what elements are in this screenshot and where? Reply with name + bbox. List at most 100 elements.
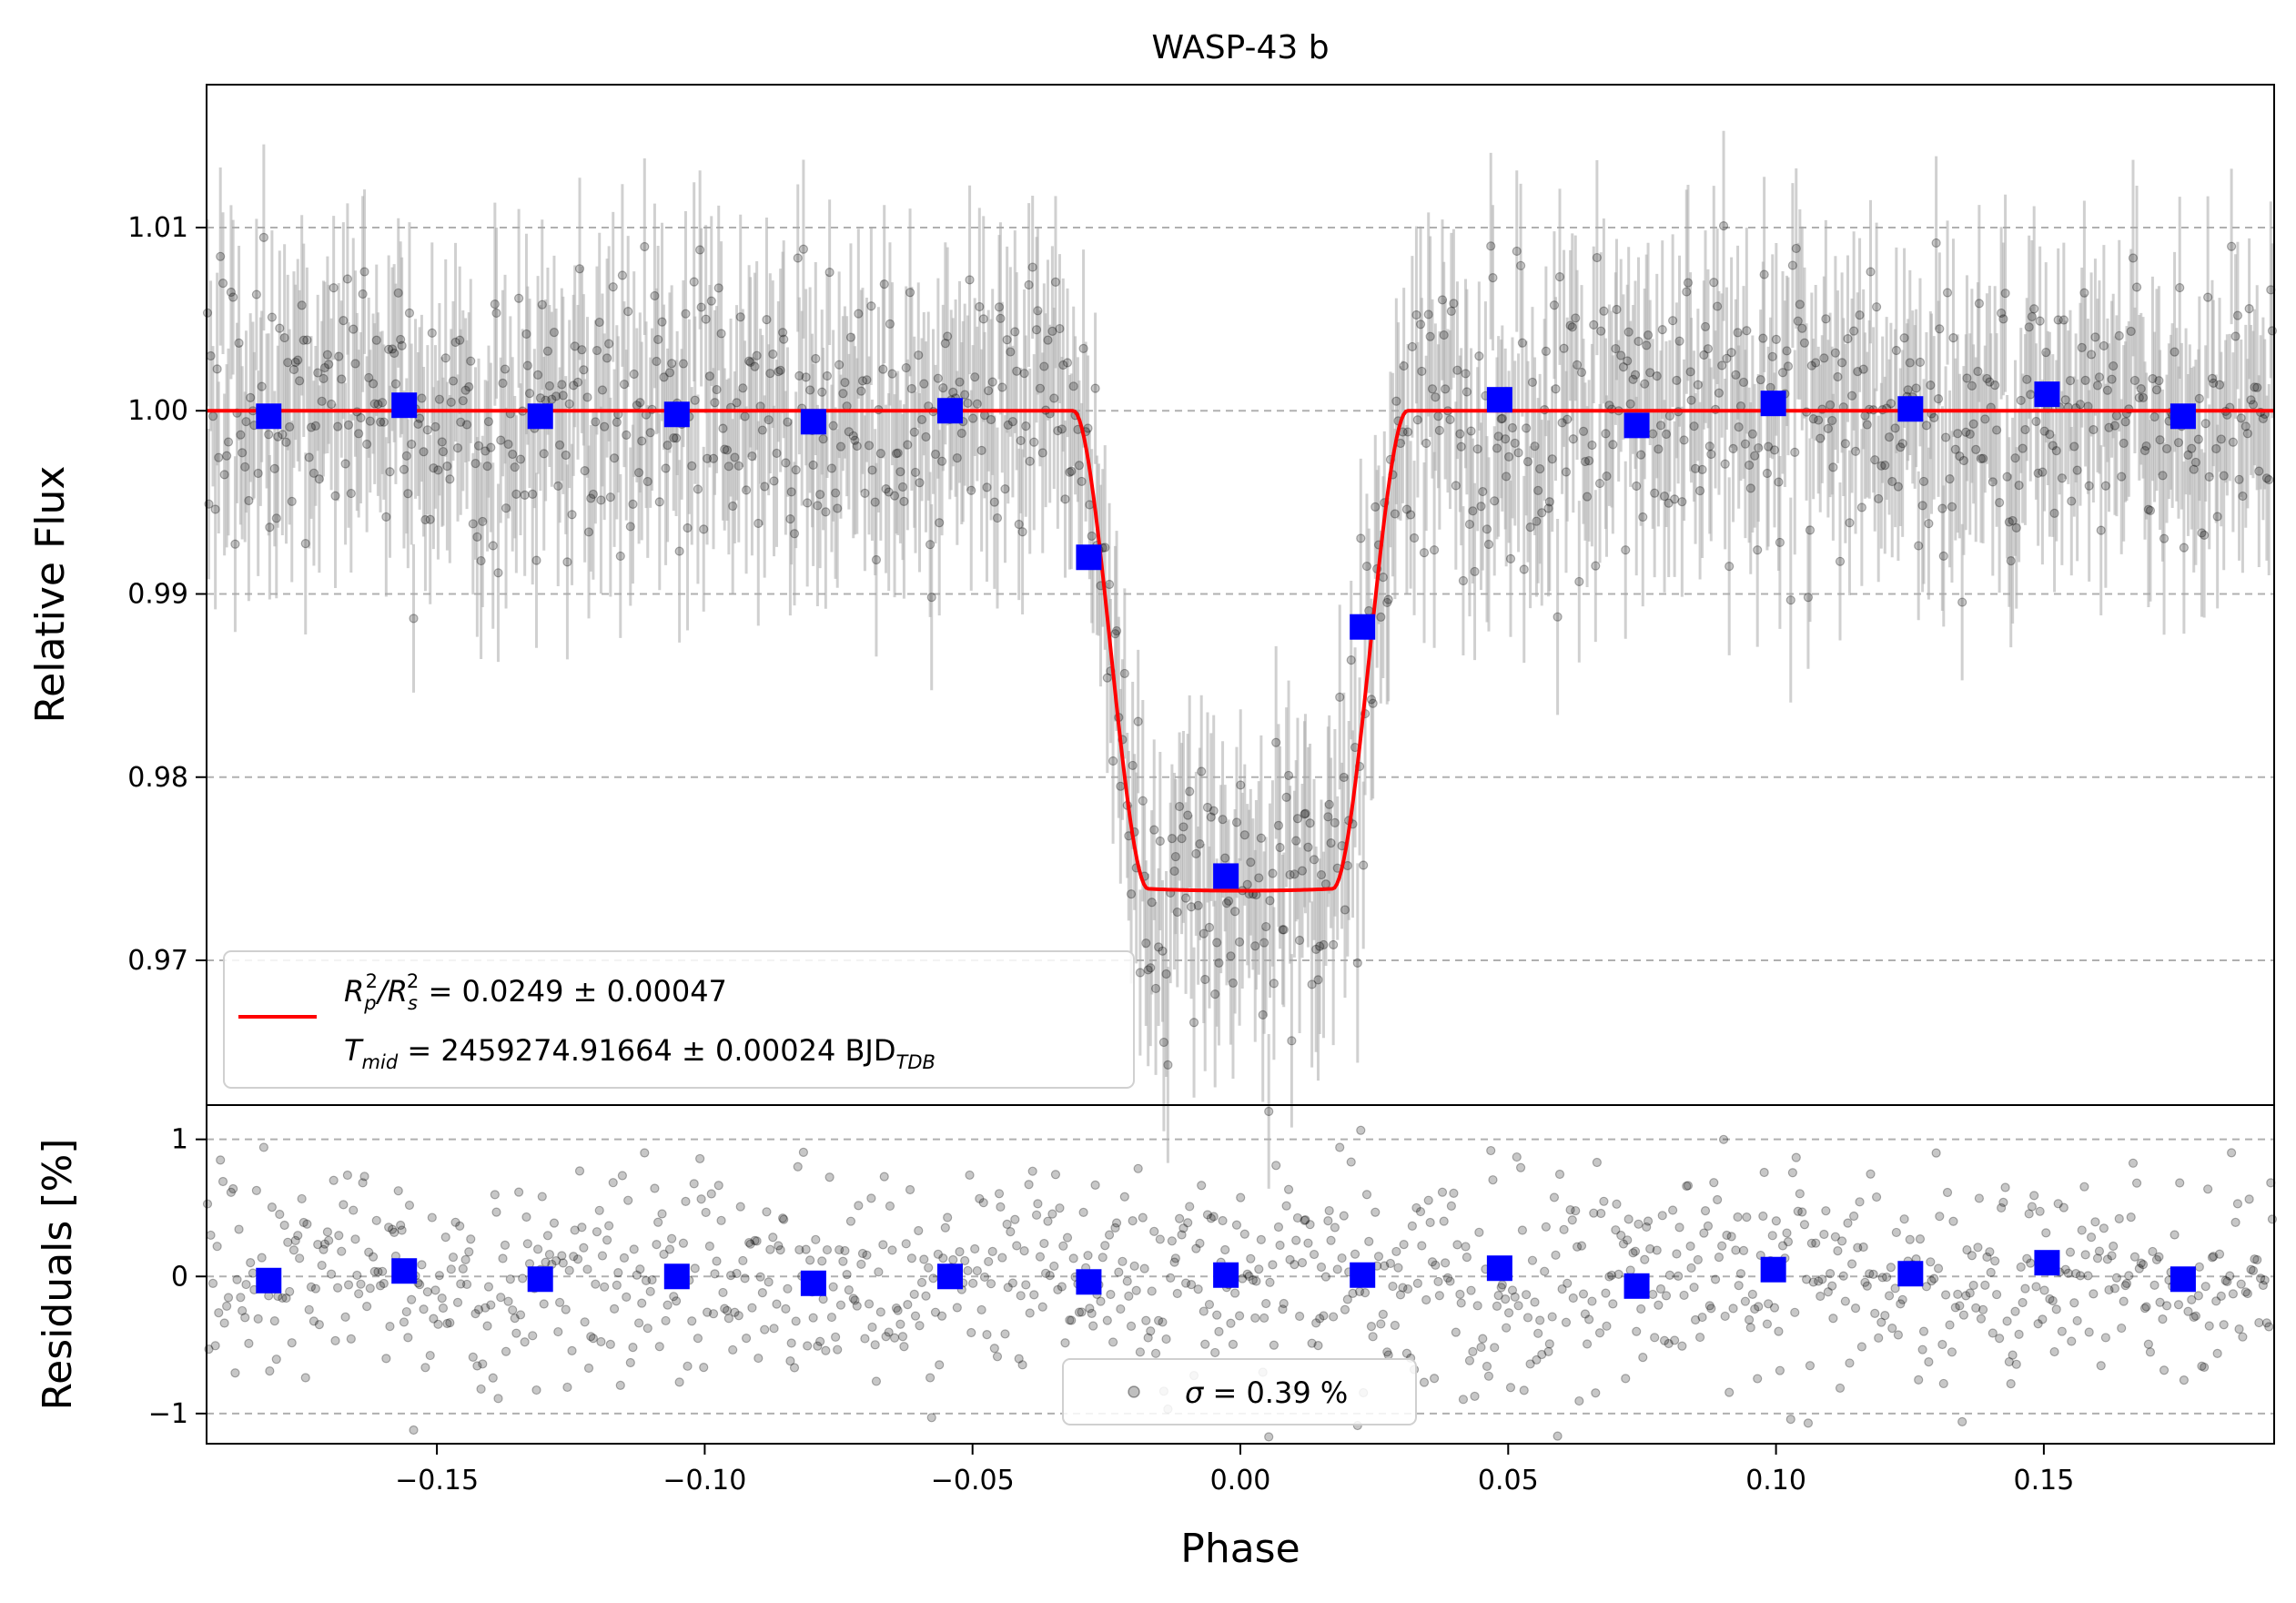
residual-point — [2200, 1362, 2210, 1373]
data-point — [1890, 423, 1900, 433]
residual-point — [1685, 1241, 1695, 1252]
data-point — [2154, 376, 2164, 386]
residual-point — [808, 1313, 818, 1323]
residual-point — [2026, 1258, 2036, 1268]
residual-point — [629, 1244, 639, 1254]
data-point — [2045, 430, 2055, 440]
data-point — [887, 369, 897, 379]
residual-point — [1849, 1211, 1859, 1222]
residual-point — [385, 1322, 395, 1332]
residual-point — [1591, 1388, 1601, 1398]
residual-point — [1265, 1277, 1275, 1287]
data-point — [997, 382, 1007, 392]
data-point — [693, 484, 703, 494]
residual-point — [1158, 1317, 1168, 1327]
data-point — [895, 467, 905, 477]
residual-point — [1985, 1247, 1995, 1257]
residual-point — [223, 1293, 234, 1303]
data-point — [826, 463, 837, 473]
x-tick-label: −0.15 — [395, 1465, 479, 1496]
data-point — [330, 491, 340, 501]
residual-point — [240, 1313, 250, 1323]
residual-point — [850, 1295, 860, 1305]
residual-point — [1041, 1268, 1051, 1278]
data-point — [2143, 504, 2153, 514]
data-point — [1335, 692, 1345, 702]
data-point — [427, 328, 437, 338]
main-data-points — [202, 221, 2278, 1117]
data-point — [1483, 539, 1494, 550]
data-point — [817, 387, 827, 397]
residual-point — [317, 1260, 327, 1271]
residual-point — [1986, 1267, 1996, 1277]
data-point — [2129, 375, 2140, 386]
data-point — [952, 453, 962, 463]
data-point — [1390, 509, 1401, 519]
residual-point — [1659, 1335, 1670, 1345]
data-point — [1823, 423, 1833, 433]
data-point — [628, 499, 638, 509]
data-point — [1067, 466, 1077, 476]
residual-point — [1000, 1329, 1010, 1339]
residual-point — [1602, 1321, 1612, 1331]
residual-point — [1175, 1213, 1185, 1223]
residual-point — [1803, 1418, 1814, 1428]
data-point — [1843, 334, 1853, 344]
residual-point — [384, 1223, 394, 1233]
residual-point — [1633, 1219, 1644, 1229]
residual-point — [1868, 1269, 1878, 1279]
data-point — [1565, 320, 1575, 330]
data-point — [970, 372, 980, 382]
residual-point — [1547, 1312, 1557, 1322]
data-point — [1024, 279, 1034, 290]
residual-point — [1855, 1197, 1865, 1207]
data-point — [1320, 879, 1331, 889]
data-point — [1765, 382, 1775, 392]
data-point — [397, 340, 407, 350]
residual-point — [332, 1283, 343, 1293]
residual-point — [1893, 1330, 1904, 1340]
data-point — [1305, 818, 1315, 828]
data-point — [265, 522, 275, 533]
residual-point — [1517, 1225, 1528, 1235]
residual-point — [472, 1361, 482, 1371]
residual-point — [1399, 1240, 1409, 1250]
data-point — [1871, 302, 1882, 312]
data-point — [844, 427, 854, 437]
data-point — [1914, 541, 1924, 551]
data-point — [1429, 545, 1440, 555]
residual-point — [1427, 1257, 1438, 1267]
residual-point — [238, 1305, 248, 1316]
data-point — [1982, 373, 1992, 384]
data-point — [1285, 869, 1295, 880]
residual-point — [1584, 1314, 1594, 1324]
residual-point — [764, 1277, 774, 1287]
data-point — [885, 319, 895, 330]
residual-point — [1254, 1264, 1264, 1274]
residual-point — [427, 1212, 437, 1223]
residual-point — [1279, 1298, 1289, 1309]
data-point — [2011, 522, 2021, 533]
residual-point — [298, 1217, 308, 1228]
residual-point — [690, 1263, 700, 1273]
residual-point — [478, 1359, 488, 1369]
residual-point — [2228, 1289, 2238, 1299]
residual-binned-point — [2170, 1266, 2196, 1293]
residual-point — [1209, 1212, 1219, 1222]
residual-point — [1806, 1238, 1816, 1248]
binned-point — [527, 403, 553, 430]
residual-point — [2254, 1317, 2264, 1328]
main-binned-points — [256, 381, 2196, 889]
residual-binned-point — [1076, 1269, 1102, 1295]
residual-point — [600, 1282, 610, 1292]
residual-point — [1441, 1258, 1451, 1268]
residual-point — [2033, 1319, 2043, 1329]
residual-point — [319, 1239, 330, 1249]
data-point — [1409, 533, 1420, 543]
data-point — [2219, 471, 2229, 481]
residual-point — [326, 1269, 337, 1279]
residual-point — [483, 1282, 494, 1292]
residual-point — [1259, 1313, 1269, 1324]
residual-point — [1718, 1134, 1729, 1144]
residual-point — [2029, 1191, 2039, 1201]
